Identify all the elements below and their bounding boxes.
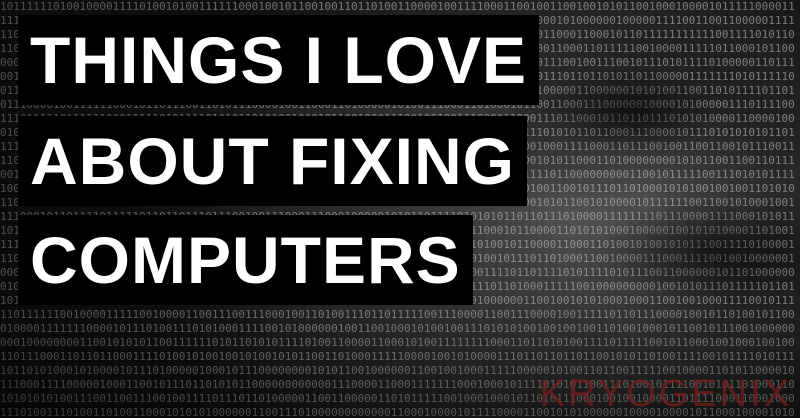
binary-row: 0100001111111000010111010011101010001111… — [0, 322, 795, 335]
binary-row: 1101110001101101100011110100101001001010… — [0, 350, 795, 363]
binary-row: 1011111101001000011110100101001111110001… — [0, 0, 795, 13]
title-line-3: COMPUTERS — [18, 215, 473, 305]
title-line-2: ABOUT FIXING — [18, 116, 527, 206]
binary-row: 0001000000001100101010110011111101011010… — [0, 336, 795, 349]
binary-row: 1101111110010000111110010000110011100111… — [0, 308, 795, 321]
title-line-1: THINGS I LOVE — [18, 15, 540, 105]
brand-watermark: KRYOGENIX — [539, 373, 792, 415]
